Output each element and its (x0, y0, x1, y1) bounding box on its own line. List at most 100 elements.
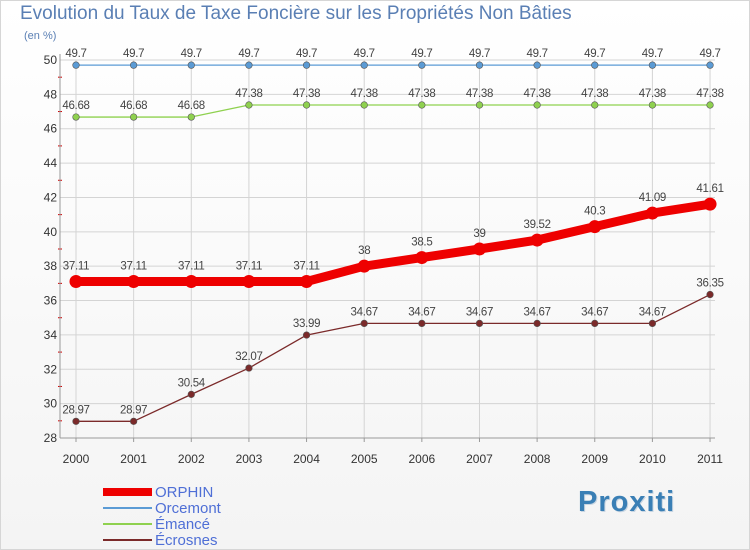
data-point (184, 274, 198, 288)
data-label: 49.7 (65, 48, 86, 60)
data-point (302, 101, 311, 109)
y-unit-label: (en %) (24, 30, 57, 42)
data-label: 47.38 (581, 88, 608, 100)
data-label: 41.09 (639, 192, 666, 204)
chart-axes: 28 30 32 34 36 38 40 42 44 46 48 50 2000 2001 2002 2003… (44, 53, 724, 466)
data-point (302, 61, 311, 69)
data-label: 49.7 (469, 48, 490, 60)
data-point (706, 61, 714, 69)
data-label: 47.38 (351, 88, 378, 100)
data-point (591, 319, 599, 327)
series-orcemont (72, 61, 714, 69)
series-line (75, 293, 711, 422)
data-label: 38 (358, 245, 370, 257)
x-tick-label: 2009 (581, 452, 608, 466)
data-point (187, 113, 195, 121)
y-tick-label: 48 (44, 87, 58, 101)
data-label: 37.11 (120, 260, 146, 272)
series-layer (69, 61, 717, 425)
x-tick-label: 2003 (236, 452, 263, 466)
data-label: 49.7 (238, 48, 259, 60)
data-point (418, 319, 426, 327)
data-label: 34.67 (523, 306, 550, 318)
data-label: 28.97 (62, 404, 89, 416)
data-label: 47.38 (696, 88, 723, 100)
series-émancé (72, 101, 714, 121)
data-label: 30.54 (178, 377, 206, 389)
legend-item-émancé: Émancé (103, 516, 210, 533)
data-label: 33.99 (293, 318, 320, 330)
data-label: 49.7 (527, 48, 548, 60)
data-label: 47.38 (293, 88, 320, 100)
data-label: 34.67 (351, 306, 378, 318)
y-tick-label: 38 (44, 259, 58, 273)
data-point (357, 259, 371, 273)
data-label: 49.7 (584, 48, 605, 60)
data-label: 49.7 (354, 48, 375, 60)
y-tick-label: 42 (44, 190, 58, 204)
y-tick-label: 36 (44, 294, 58, 308)
data-point (533, 319, 541, 327)
data-label: 47.38 (523, 88, 550, 100)
data-label: 37.11 (293, 260, 319, 272)
data-point (475, 319, 484, 327)
chart-title: Evolution du Taux de Taxe Foncière sur l… (20, 3, 572, 24)
data-label: 46.68 (62, 100, 89, 112)
data-point (130, 417, 138, 425)
data-label: 49.7 (411, 48, 432, 60)
data-point (245, 364, 253, 372)
x-tick-label: 2011 (697, 452, 723, 466)
data-point (648, 101, 657, 109)
data-label: 32.07 (235, 351, 262, 363)
y-tick-label: 32 (44, 362, 58, 376)
x-tick-label: 2002 (178, 452, 205, 466)
data-point (69, 274, 83, 288)
data-label: 49.7 (699, 48, 720, 60)
x-tick-label: 2000 (63, 452, 90, 466)
legend-label: ORPHIN (155, 484, 213, 501)
data-label: 37.11 (236, 260, 262, 272)
series-line (75, 104, 711, 118)
data-label: 28.97 (120, 404, 147, 416)
data-point (703, 197, 717, 211)
y-tick-label: 40 (44, 225, 58, 239)
data-label: 47.38 (408, 88, 435, 100)
data-point (588, 220, 602, 234)
data-point (645, 206, 659, 220)
data-label: 37.11 (178, 260, 204, 272)
data-label: 47.38 (639, 88, 666, 100)
legend-label: Orcemont (155, 500, 222, 517)
y-tick-label: 34 (44, 328, 58, 342)
proxiti-logo: Proxiti (578, 486, 676, 518)
data-point (648, 61, 657, 69)
data-point (415, 251, 429, 265)
data-point (360, 319, 368, 327)
data-point (591, 61, 599, 69)
x-tick-label: 2008 (524, 452, 551, 466)
data-label: 38.5 (411, 237, 432, 249)
data-label: 39.52 (523, 219, 550, 231)
data-label: 47.38 (466, 88, 493, 100)
data-label: 34.67 (639, 306, 666, 318)
data-point (533, 101, 541, 109)
y-tick-label: 44 (44, 156, 58, 170)
data-point (533, 61, 541, 69)
data-point (300, 274, 314, 288)
data-label: 39 (473, 228, 485, 240)
data-point (127, 274, 141, 288)
data-label: 41.61 (696, 183, 723, 195)
data-point (187, 390, 195, 398)
data-point (302, 331, 311, 339)
chart-grid (60, 59, 715, 439)
data-label: 46.68 (120, 100, 147, 112)
legend-label: Émancé (155, 516, 210, 533)
data-point (187, 61, 195, 69)
x-tick-label: 2006 (408, 452, 435, 466)
y-tick-label: 28 (44, 431, 58, 445)
data-point (475, 61, 484, 69)
legend-item-orphin: ORPHIN (103, 484, 213, 501)
y-tick-label: 46 (44, 122, 58, 136)
data-point (130, 61, 138, 69)
x-tick-label: 2007 (466, 452, 493, 466)
